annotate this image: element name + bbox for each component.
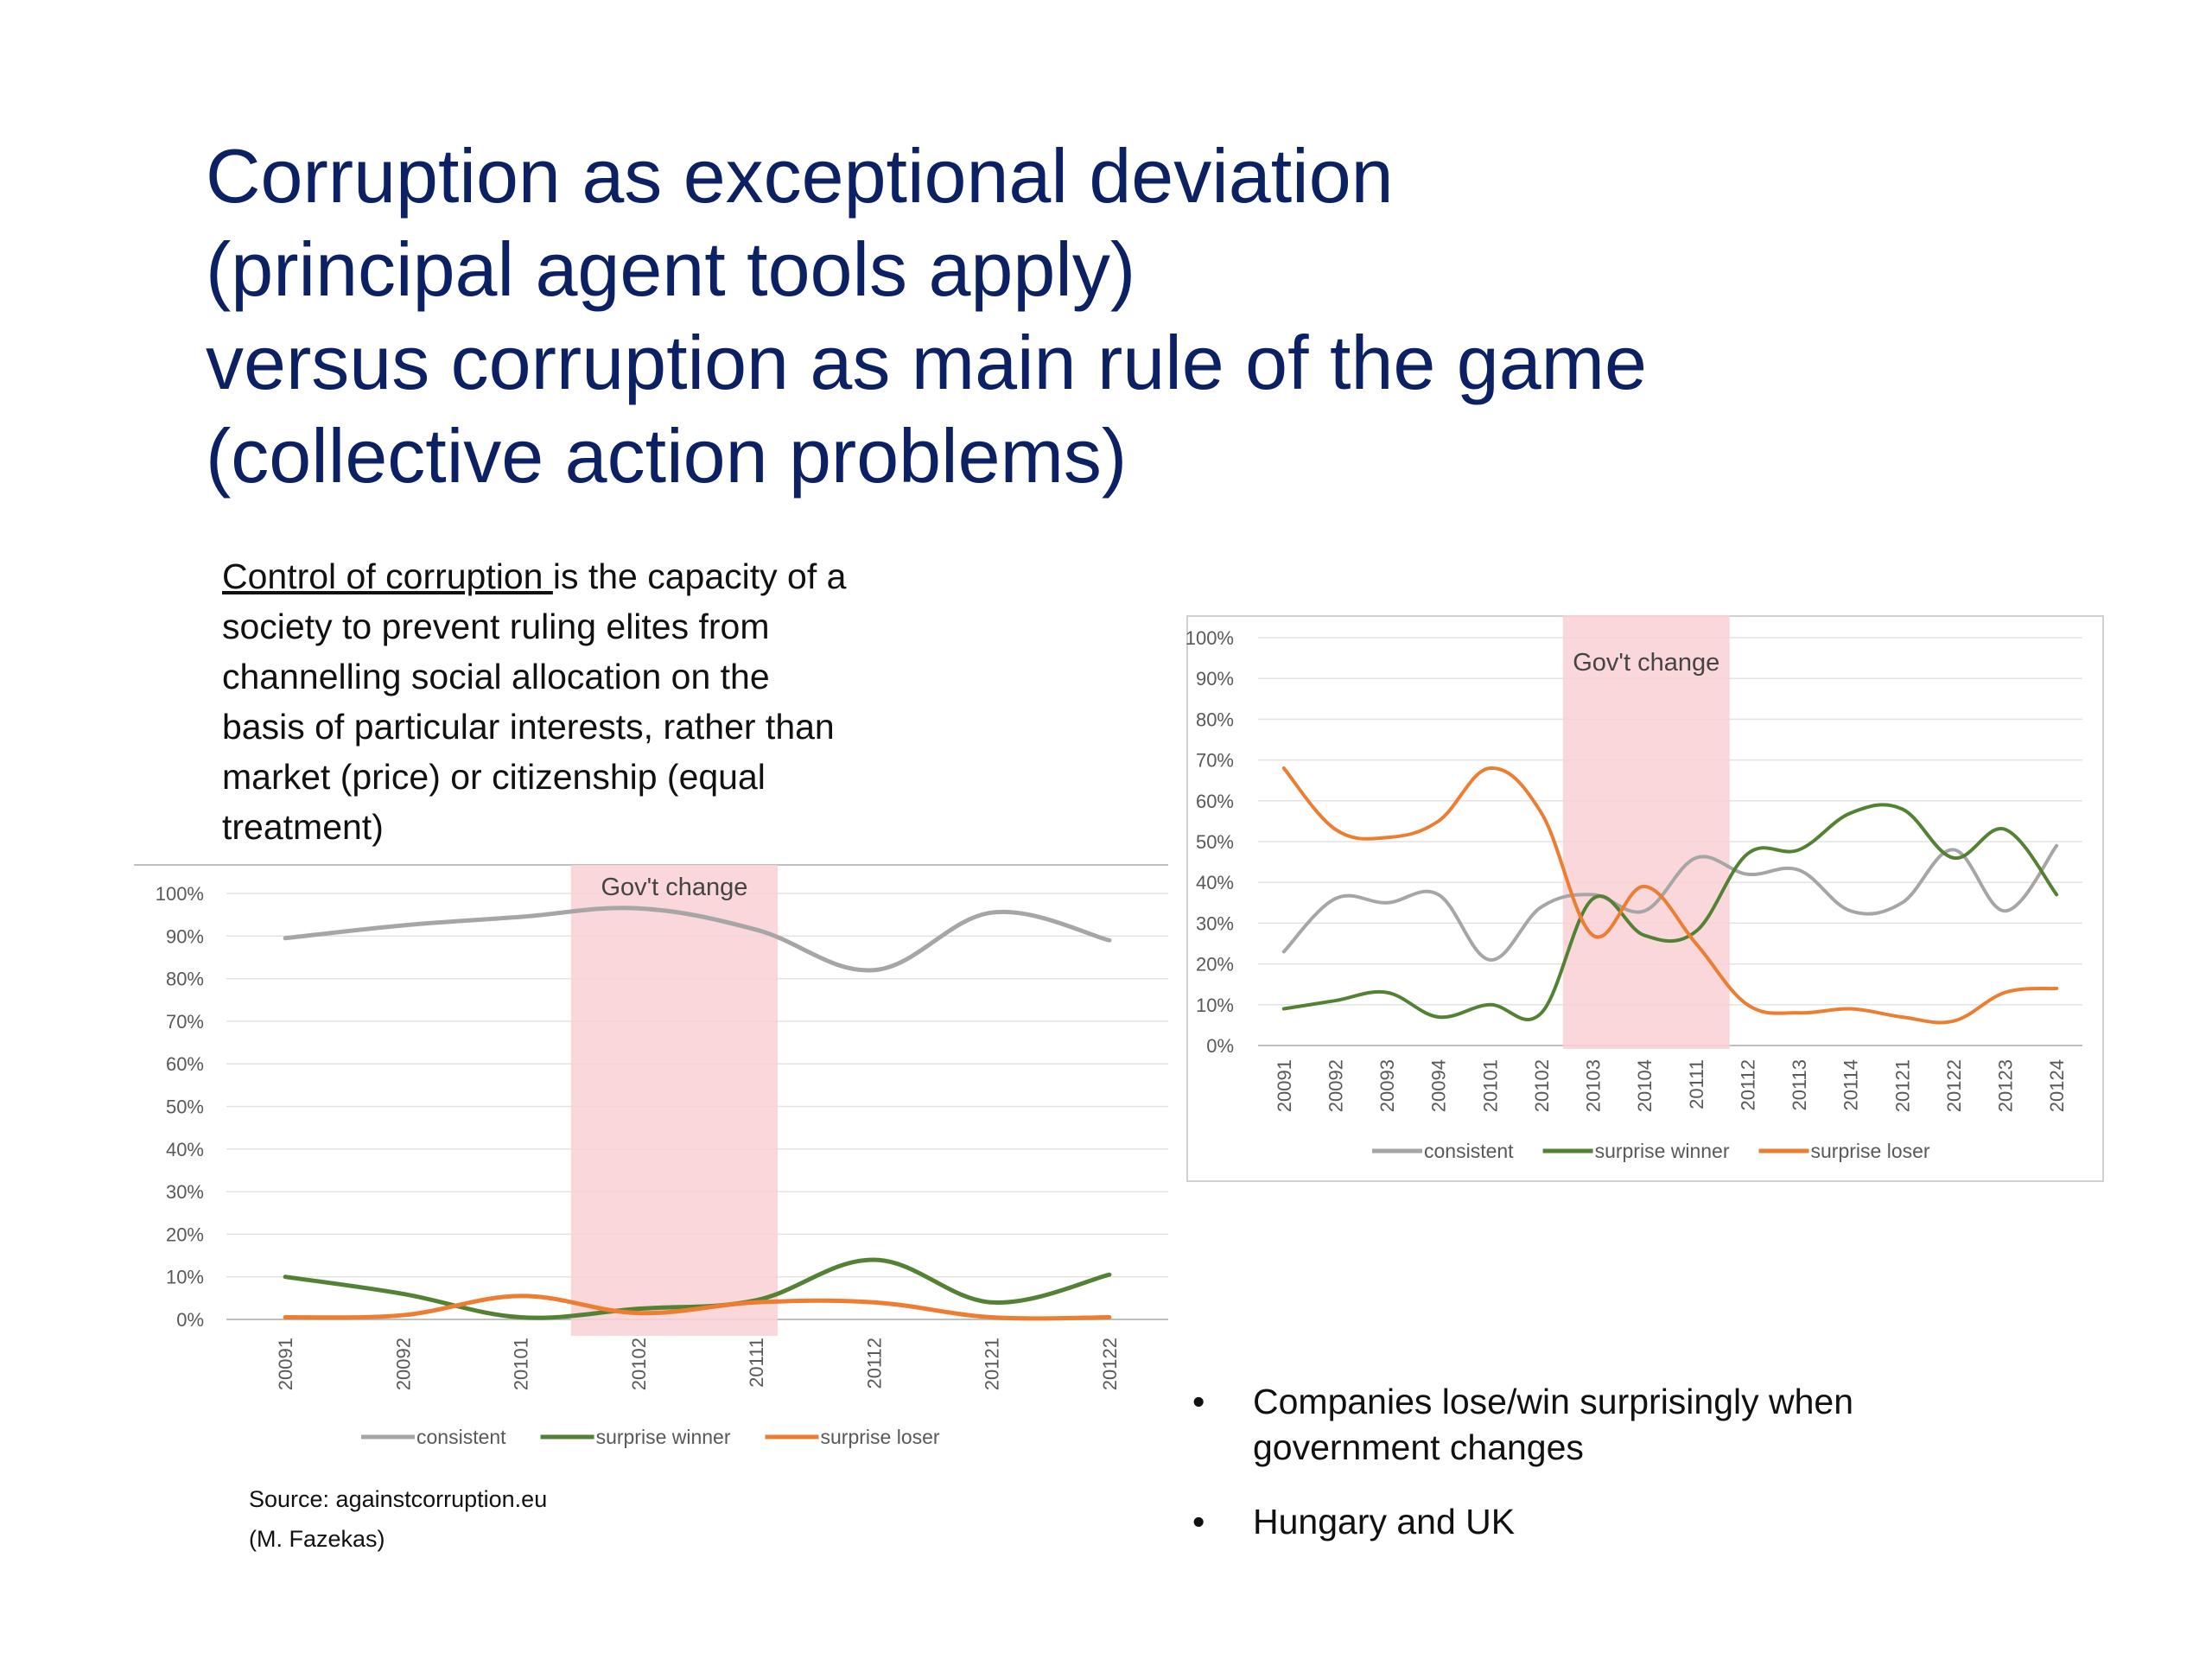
- x-tick-label: 20121: [982, 1338, 1003, 1390]
- bullet-list: • Companies lose/win surprisingly when g…: [1192, 1379, 1970, 1573]
- gov-change-band: [1562, 615, 1730, 1049]
- legend-label: surprise winner: [1595, 1140, 1730, 1162]
- y-tick-label: 0%: [1206, 1035, 1234, 1057]
- definition-line: treatment): [222, 807, 384, 847]
- y-tick-label: 10%: [166, 1267, 204, 1288]
- definition-line-text: is the capacity of a: [552, 556, 847, 596]
- y-tick-label: 30%: [1196, 912, 1234, 934]
- y-tick-label: 90%: [1196, 668, 1234, 690]
- definition-line: channelling social allocation on the: [222, 657, 770, 696]
- y-tick-label: 50%: [166, 1096, 204, 1118]
- x-tick-label: 20112: [863, 1338, 885, 1389]
- y-tick-label: 50%: [1196, 831, 1234, 853]
- bullet-item: • Hungary and UK: [1192, 1499, 1970, 1545]
- x-tick-label: 20093: [1376, 1059, 1398, 1112]
- definition-line: basis of particular interests, rather th…: [222, 707, 835, 747]
- x-tick-label: 20091: [275, 1338, 296, 1390]
- gov-change-band: [570, 865, 779, 1336]
- y-tick-label: 80%: [1196, 709, 1234, 730]
- legend-label: surprise loser: [821, 1426, 940, 1448]
- chart-left-plot: 0% 10% 20% 30% 40% 50% 60% 70% 80% 90% 100% Gov't c…: [134, 864, 1168, 1448]
- bullet-dot-icon: •: [1192, 1382, 1205, 1421]
- title-line: (principal agent tools apply): [206, 226, 1136, 312]
- y-tick-label: 10%: [1196, 995, 1234, 1016]
- y-tick-label: 60%: [166, 1053, 204, 1075]
- source-note: Source: againstcorruption.eu (M. Fazekas…: [249, 1479, 547, 1559]
- bullet-dot-icon: •: [1192, 1502, 1205, 1541]
- chart-right-plot: 0% 10% 20% 30% 40% 50% 60% 70% 80% 90% 100% Gov't c…: [1185, 615, 2104, 1182]
- y-tick-label: 70%: [166, 1011, 204, 1033]
- y-tick-label: 100%: [156, 883, 204, 905]
- series-line-surprise-loser: [1281, 766, 2059, 1025]
- x-tick-label: 20091: [1274, 1059, 1295, 1112]
- title-line: Corruption as exceptional deviation: [206, 133, 1394, 219]
- bullet-text: Companies lose/win surprisingly when gov…: [1253, 1382, 1854, 1467]
- source-line: Source: againstcorruption.eu: [249, 1486, 548, 1512]
- bullet-item: • Companies lose/win surprisingly when g…: [1192, 1379, 1970, 1471]
- legend-label: consistent: [416, 1426, 506, 1448]
- definition-line: society to prevent ruling elites from: [222, 607, 770, 646]
- y-tick-label: 60%: [1196, 791, 1234, 812]
- x-tick-label: 20121: [1891, 1059, 1913, 1112]
- y-tick-label: 40%: [1196, 872, 1234, 893]
- title-line: versus corruption as main rule of the ga…: [206, 320, 1647, 405]
- definition-line: Control of corruption is the capacity of…: [222, 551, 965, 601]
- y-tick-label: 90%: [166, 925, 204, 947]
- source-author: (M. Fazekas): [249, 1526, 385, 1552]
- y-tick-label: 30%: [166, 1181, 204, 1203]
- x-tick-label: 20104: [1634, 1059, 1656, 1112]
- x-tick-label: 20094: [1428, 1059, 1450, 1112]
- x-tick-label: 20092: [1325, 1059, 1346, 1112]
- y-tick-label: 80%: [166, 969, 204, 990]
- y-tick-label: 70%: [1196, 750, 1234, 772]
- x-tick-label: 20124: [2046, 1059, 2068, 1112]
- x-tick-label: 20102: [1531, 1059, 1553, 1112]
- definition-line: market (price) or citizenship (equal: [222, 757, 766, 797]
- definition-text: Control of corruption is the capacity of…: [222, 551, 965, 852]
- y-tick-label: 0%: [176, 1309, 204, 1331]
- y-tick-label: 100%: [1185, 627, 1234, 649]
- x-tick-label: 20101: [511, 1338, 532, 1390]
- x-tick-label: 20092: [392, 1338, 414, 1390]
- x-tick-label: 20111: [746, 1338, 767, 1388]
- x-tick-label: 20111: [1686, 1059, 1707, 1109]
- x-tick-label: 20103: [1583, 1059, 1605, 1112]
- legend-label: surprise loser: [1811, 1140, 1930, 1162]
- slide-title: Corruption as exceptional deviation (pri…: [206, 130, 2107, 503]
- x-tick-label: 20113: [1789, 1059, 1810, 1111]
- y-tick-label: 20%: [1196, 954, 1234, 976]
- x-tick-label: 20101: [1479, 1059, 1501, 1112]
- gov-change-label: Gov't change: [601, 874, 747, 901]
- title-line: (collective action problems): [206, 413, 1128, 499]
- x-tick-label: 20122: [1943, 1059, 1965, 1112]
- x-tick-label: 20112: [1737, 1059, 1758, 1111]
- bullet-text: Hungary and UK: [1253, 1502, 1516, 1541]
- series-line-surprise-winner: [1281, 803, 2059, 1021]
- legend-label: surprise winner: [596, 1426, 731, 1448]
- series-line-surprise-loser: [283, 1294, 1112, 1321]
- legend-label: consistent: [1424, 1140, 1514, 1162]
- x-tick-label: 20102: [628, 1338, 650, 1390]
- x-tick-label: 20122: [1099, 1338, 1121, 1390]
- y-tick-label: 20%: [166, 1224, 204, 1245]
- y-tick-label: 40%: [166, 1139, 204, 1160]
- definition-term: Control of corruption: [222, 556, 553, 596]
- x-tick-label: 20114: [1840, 1059, 1862, 1111]
- series-line-consistent: [1281, 843, 2059, 962]
- series-line-consistent: [283, 906, 1112, 973]
- x-tick-label: 20123: [1995, 1059, 2017, 1112]
- gov-change-label: Gov't change: [1573, 649, 1719, 677]
